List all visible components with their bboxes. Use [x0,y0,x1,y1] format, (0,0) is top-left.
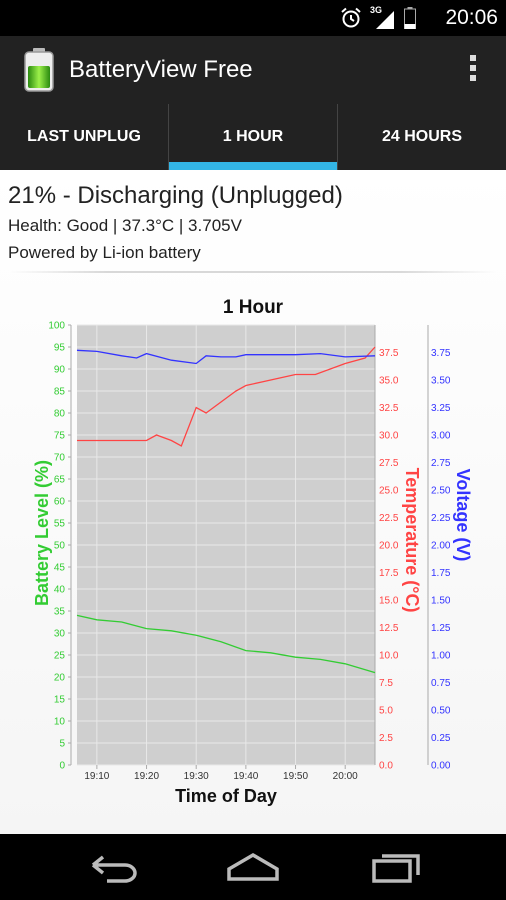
battery-tick-label: 100 [48,321,65,332]
battery-status-headline: 21% - Discharging (Unplugged) [8,182,343,209]
temperature-tick-label: 32.5 [379,403,399,414]
chart-title: 1 Hour [223,297,284,318]
voltage-tick-label: 3.50 [431,376,451,387]
tab-last-unplug[interactable]: LAST UNPLUG [0,104,169,170]
network-type-label: 3G [370,5,383,15]
battery-axis-label: Battery Level (%) [32,460,52,606]
voltage-tick-label: 3.25 [431,403,451,414]
x-tick-label: 19:10 [84,771,109,782]
temperature-tick-label: 5.0 [379,706,393,717]
temperature-series-line [77,346,376,447]
voltage-tick-label: 1.25 [431,623,451,634]
voltage-tick-label: 1.00 [431,651,451,662]
chart-svg: 1 Hour 0 5 10 15 20 25 30 35 40 45 50 55 60 65 70 75 80 85… [32,297,473,806]
temperature-tick-label: 35.0 [379,376,399,387]
battery-series-line [76,614,376,674]
voltage-tick-label: 0.25 [431,733,451,744]
battery-tick-label: 35 [54,607,66,618]
main-content: 21% - Discharging (Unplugged) Health: Go… [0,170,506,834]
battery-tick-label: 25 [54,651,66,662]
battery-tick-label: 85 [54,387,66,398]
battery-tick-label: 55 [54,519,66,530]
temperature-tick-label: 12.5 [379,623,399,634]
voltage-tick-label: 3.75 [431,348,451,359]
battery-tick-label: 80 [54,409,66,420]
home-icon[interactable] [223,847,283,887]
battery-tick-label: 95 [54,343,66,354]
temperature-tick-label: 25.0 [379,486,399,497]
tab-24-hours[interactable]: 24 HOURS [381,128,463,145]
signal-icon: 3G [370,5,396,29]
battery-tick-label: 30 [54,629,66,640]
battery-tick-label: 5 [59,739,65,750]
temperature-tick-label: 22.5 [379,513,399,524]
battery-tick-label: 70 [54,453,66,464]
action-bar: BatteryView Free [0,36,506,104]
temperature-tick-label: 20.0 [379,541,399,552]
battery-tick-label: 0 [59,761,65,772]
status-time: 20:06 [445,6,498,29]
battery-tick-label: 75 [54,431,66,442]
battery-power-line: Powered by Li-ion battery [8,243,201,262]
status-bar: 3G 20:06 [0,0,506,36]
battery-tick-label: 15 [54,695,66,706]
battery-tick-label: 20 [54,673,66,684]
x-tick-label: 19:20 [134,771,159,782]
battery-tick-label: 10 [54,717,66,728]
voltage-tick-label: 2.25 [431,513,451,524]
x-tick-label: 19:40 [233,771,258,782]
x-axis-label: Time of Day [175,786,277,806]
temperature-tick-label: 30.0 [379,431,399,442]
navigation-bar [0,834,506,900]
battery-chart: 1 Hour 0 5 10 15 20 25 30 35 40 45 50 55 60 65 70 75 80 85… [0,288,506,818]
voltage-tick-label: 3.00 [431,431,451,442]
voltage-tick-label: 1.75 [431,568,451,579]
tab-bar: LAST UNPLUG 1 HOUR 24 HOURS [0,104,506,170]
x-tick-label: 20:00 [333,771,358,782]
voltage-series-line [76,349,376,365]
battery-tick-label: 40 [54,585,66,596]
voltage-axis-label: Voltage (V) [453,469,473,562]
battery-tick-label: 45 [54,563,66,574]
battery-app-icon [24,48,54,92]
battery-health-line: Health: Good | 37.3°C | 3.705V [8,216,242,235]
alarm-icon [341,7,361,28]
voltage-tick-label: 2.50 [431,486,451,497]
battery-tick-label: 90 [54,365,66,376]
battery-status-icon [404,7,416,29]
temperature-tick-label: 17.5 [379,568,399,579]
tab-1-hour[interactable]: 1 HOUR [169,104,338,170]
temperature-tick-label: 0.0 [379,761,393,772]
voltage-tick-label: 1.50 [431,596,451,607]
overflow-menu-icon[interactable] [468,52,478,88]
x-tick-label: 19:30 [184,771,209,782]
back-icon[interactable] [83,847,143,887]
status-icons: 3G [340,5,416,29]
temperature-tick-label: 7.5 [379,678,393,689]
battery-tick-label: 50 [54,541,66,552]
voltage-tick-label: 0.75 [431,678,451,689]
temperature-tick-label: 27.5 [379,458,399,469]
battery-tick-label: 60 [54,497,66,508]
voltage-tick-label: 0.50 [431,706,451,717]
voltage-tick-label: 2.75 [431,458,451,469]
temperature-tick-label: 2.5 [379,733,393,744]
battery-tick-label: 65 [54,475,66,486]
temperature-tick-label: 10.0 [379,651,399,662]
temperature-tick-label: 37.5 [379,348,399,359]
temperature-axis-label: Temperature (°C) [402,468,422,613]
voltage-tick-label: 0.00 [431,761,451,772]
app-title: BatteryView Free [69,56,253,83]
x-tick-label: 19:50 [283,771,308,782]
temperature-tick-label: 15.0 [379,596,399,607]
divider [10,271,496,273]
recent-apps-icon[interactable] [366,847,426,887]
voltage-tick-label: 2.00 [431,541,451,552]
